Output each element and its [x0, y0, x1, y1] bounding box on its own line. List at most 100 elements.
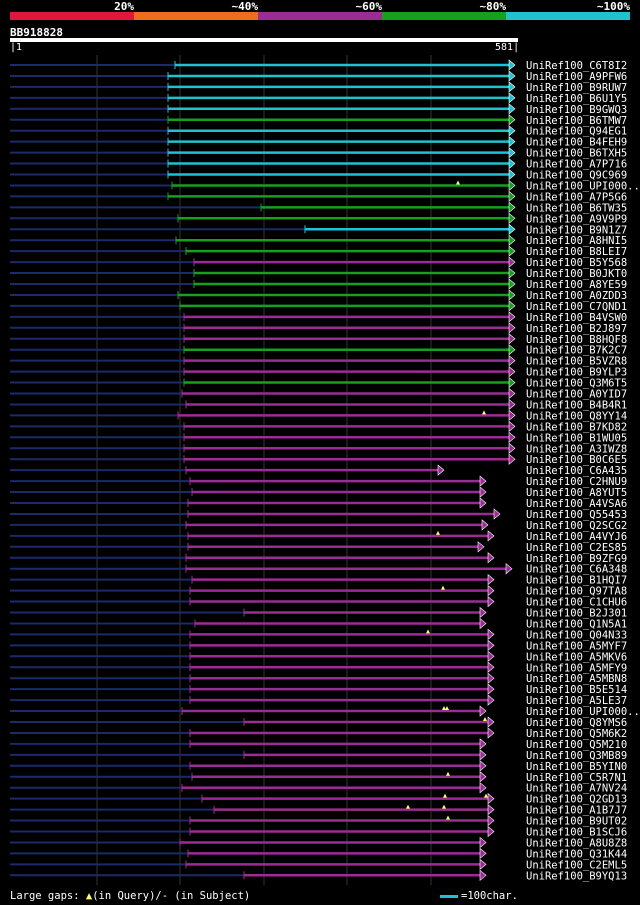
hit-row[interactable]: UniRef100_B9RUW7 — [10, 81, 627, 94]
hit-label[interactable]: UniRef100_Q5M210 — [526, 739, 627, 751]
hit-row[interactable]: UniRef100_A0YID7 — [10, 387, 627, 401]
hit-row[interactable]: UniRef100_B1WU05 — [10, 431, 627, 444]
hit-label[interactable]: UniRef100_Q94EG1 — [526, 126, 627, 138]
hit-row[interactable]: UniRef100_A4VSA6 — [10, 497, 627, 510]
hit-label[interactable]: UniRef100_A7P716 — [526, 159, 627, 171]
hit-row[interactable]: UniRef100_B9GWQ3 — [10, 103, 627, 116]
hit-row[interactable]: UniRef100_B5VZR8 — [10, 355, 627, 368]
hit-row[interactable]: UniRef100_A8U8Z8 — [10, 836, 627, 849]
hit-row[interactable]: UniRef100_C6A348 — [10, 563, 627, 576]
hit-row[interactable]: UniRef100_C2ES85 — [10, 541, 627, 554]
hit-label[interactable]: UniRef100_B1HQI7 — [526, 575, 627, 587]
hit-row[interactable]: UniRef100_B8LEI7 — [10, 245, 627, 258]
hit-row[interactable]: UniRef100_A5MYF7 — [10, 639, 627, 652]
hit-label[interactable]: UniRef100_B9ZFG9 — [526, 553, 627, 565]
hit-label[interactable]: UniRef100_B8HQF8 — [526, 334, 627, 346]
hit-row[interactable]: UniRef100_Q8YMS6 — [10, 716, 627, 729]
hit-row[interactable]: UniRef100_B6TMW7 — [10, 114, 627, 127]
hit-label[interactable]: UniRef100_B5Y568 — [526, 257, 627, 269]
hit-row[interactable]: UniRef100_B1SCJ6 — [10, 825, 627, 839]
hit-label[interactable]: UniRef100_Q8YMS6 — [526, 717, 627, 729]
hit-label[interactable]: UniRef100_Q3M6T5 — [526, 378, 627, 390]
hit-row[interactable]: UniRef100_B6U1Y5 — [10, 92, 627, 105]
hit-row[interactable]: UniRef100_Q97TA8 — [10, 584, 627, 598]
hit-row[interactable]: UniRef100_B9UT02 — [10, 814, 627, 828]
hit-row[interactable]: UniRef100_UPI000.. — [10, 705, 640, 718]
hit-label[interactable]: UniRef100_B6TMW7 — [526, 115, 627, 127]
hit-label[interactable]: UniRef100_A4VSA6 — [526, 498, 627, 510]
hit-label[interactable]: UniRef100_B9GWQ3 — [526, 104, 627, 116]
hit-label[interactable]: UniRef100_C7QND1 — [526, 301, 627, 313]
hit-row[interactable]: UniRef100_B8HQF8 — [10, 333, 627, 346]
hit-row[interactable]: UniRef100_B0JKT0 — [10, 267, 627, 280]
hit-label[interactable]: UniRef100_Q1N5A1 — [526, 618, 627, 630]
hit-label[interactable]: UniRef100_B0JKT0 — [526, 268, 627, 280]
hit-label[interactable]: UniRef100_B6U1Y5 — [526, 93, 627, 105]
hit-row[interactable]: UniRef100_Q5M6K2 — [10, 727, 627, 740]
hit-row[interactable]: UniRef100_C2HNU9 — [10, 475, 627, 488]
hit-row[interactable]: UniRef100_Q3MB89 — [10, 749, 627, 762]
hit-row[interactable]: UniRef100_Q2SCG2 — [10, 519, 627, 532]
hit-label[interactable]: UniRef100_A7NV24 — [526, 783, 627, 795]
hit-label[interactable]: UniRef100_C6T8I2 — [526, 60, 627, 72]
hit-row[interactable]: UniRef100_UPI000.. — [10, 179, 640, 192]
hit-label[interactable]: UniRef100_Q5M6K2 — [526, 728, 627, 740]
hit-row[interactable]: UniRef100_B9ZFG9 — [10, 552, 627, 565]
hit-label[interactable]: UniRef100_Q55453 — [526, 509, 627, 521]
hit-row[interactable]: UniRef100_Q1N5A1 — [10, 617, 627, 630]
hit-row[interactable]: UniRef100_Q94EG1 — [10, 125, 627, 138]
hit-label[interactable]: UniRef100_C2EML5 — [526, 859, 627, 871]
hit-label[interactable]: UniRef100_B9N1Z7 — [526, 224, 627, 236]
hit-label[interactable]: UniRef100_Q04N33 — [526, 629, 627, 641]
hit-label[interactable]: UniRef100_B4VSW0 — [526, 312, 627, 324]
hit-label[interactable]: UniRef100_C1CHU6 — [526, 597, 627, 609]
hit-row[interactable]: UniRef100_B4VSW0 — [10, 311, 627, 324]
hit-row[interactable]: UniRef100_Q9C969 — [10, 168, 627, 182]
hit-row[interactable]: UniRef100_A8YUT5 — [10, 486, 627, 499]
hit-label[interactable]: UniRef100_B9YLP3 — [526, 367, 627, 379]
hit-row[interactable]: UniRef100_B7KD82 — [10, 420, 627, 433]
hit-label[interactable]: UniRef100_A8U8Z8 — [526, 837, 627, 849]
hit-label[interactable]: UniRef100_B7KD82 — [526, 421, 627, 433]
hit-row[interactable]: UniRef100_B6TW35 — [10, 201, 627, 214]
hit-label[interactable]: UniRef100_A8YUT5 — [526, 487, 627, 499]
hit-label[interactable]: UniRef100_A5MKV6 — [526, 651, 627, 663]
hit-row[interactable]: UniRef100_C6T8I2 — [10, 59, 627, 72]
hit-row[interactable]: UniRef100_A5MFY9 — [10, 661, 627, 674]
hit-row[interactable]: UniRef100_A7NV24 — [10, 782, 627, 795]
hit-label[interactable]: UniRef100_C6A435 — [526, 465, 627, 477]
hit-label[interactable]: UniRef100_A1B7J7 — [526, 805, 627, 817]
hit-label[interactable]: UniRef100_B1WU05 — [526, 432, 627, 444]
hit-row[interactable]: UniRef100_B5Y568 — [10, 256, 627, 269]
hit-row[interactable]: UniRef100_Q5M210 — [10, 738, 627, 751]
hit-row[interactable]: UniRef100_B2J897 — [10, 322, 627, 335]
hit-label[interactable]: UniRef100_Q3MB89 — [526, 750, 627, 762]
hit-label[interactable]: UniRef100_A5MBN8 — [526, 673, 627, 685]
hit-row[interactable]: UniRef100_B7K2C7 — [10, 344, 627, 357]
hit-label[interactable]: UniRef100_B1SCJ6 — [526, 827, 627, 839]
hit-row[interactable]: UniRef100_Q2GD13 — [10, 793, 627, 806]
hit-label[interactable]: UniRef100_B2J301 — [526, 608, 627, 620]
hit-row[interactable]: UniRef100_C5R7N1 — [10, 771, 627, 784]
hit-label[interactable]: UniRef100_A5MFY9 — [526, 662, 627, 674]
hit-label[interactable]: UniRef100_A8YE59 — [526, 279, 627, 291]
hit-row[interactable]: UniRef100_A9V9P9 — [10, 212, 627, 225]
hit-row[interactable]: UniRef100_C6A435 — [10, 464, 627, 477]
hit-label[interactable]: UniRef100_B9RUW7 — [526, 82, 627, 94]
hit-label[interactable]: UniRef100_Q8YY14 — [526, 410, 627, 422]
hit-row[interactable]: UniRef100_C1CHU6 — [10, 595, 627, 609]
hit-row[interactable]: UniRef100_B9YLP3 — [10, 365, 627, 379]
hit-row[interactable]: UniRef100_A9PFW6 — [10, 70, 627, 83]
hit-row[interactable]: UniRef100_B0C6E5 — [10, 453, 627, 466]
hit-label[interactable]: UniRef100_B9UT02 — [526, 816, 627, 828]
hit-label[interactable]: UniRef100_A8HNI5 — [526, 235, 627, 247]
hit-row[interactable]: UniRef100_A8YE59 — [10, 278, 627, 291]
hit-row[interactable]: UniRef100_B5YIN0 — [10, 760, 627, 773]
hit-row[interactable]: UniRef100_B9YQ13 — [10, 869, 627, 882]
hit-row[interactable]: UniRef100_B2J301 — [10, 606, 627, 620]
hit-row[interactable]: UniRef100_Q04N33 — [10, 628, 627, 641]
hit-row[interactable]: UniRef100_Q55453 — [10, 508, 627, 521]
hit-row[interactable]: UniRef100_Q3M6T5 — [10, 376, 627, 390]
hit-row[interactable]: UniRef100_A5MBN8 — [10, 672, 627, 685]
hit-label[interactable]: UniRef100_C5R7N1 — [526, 772, 627, 784]
